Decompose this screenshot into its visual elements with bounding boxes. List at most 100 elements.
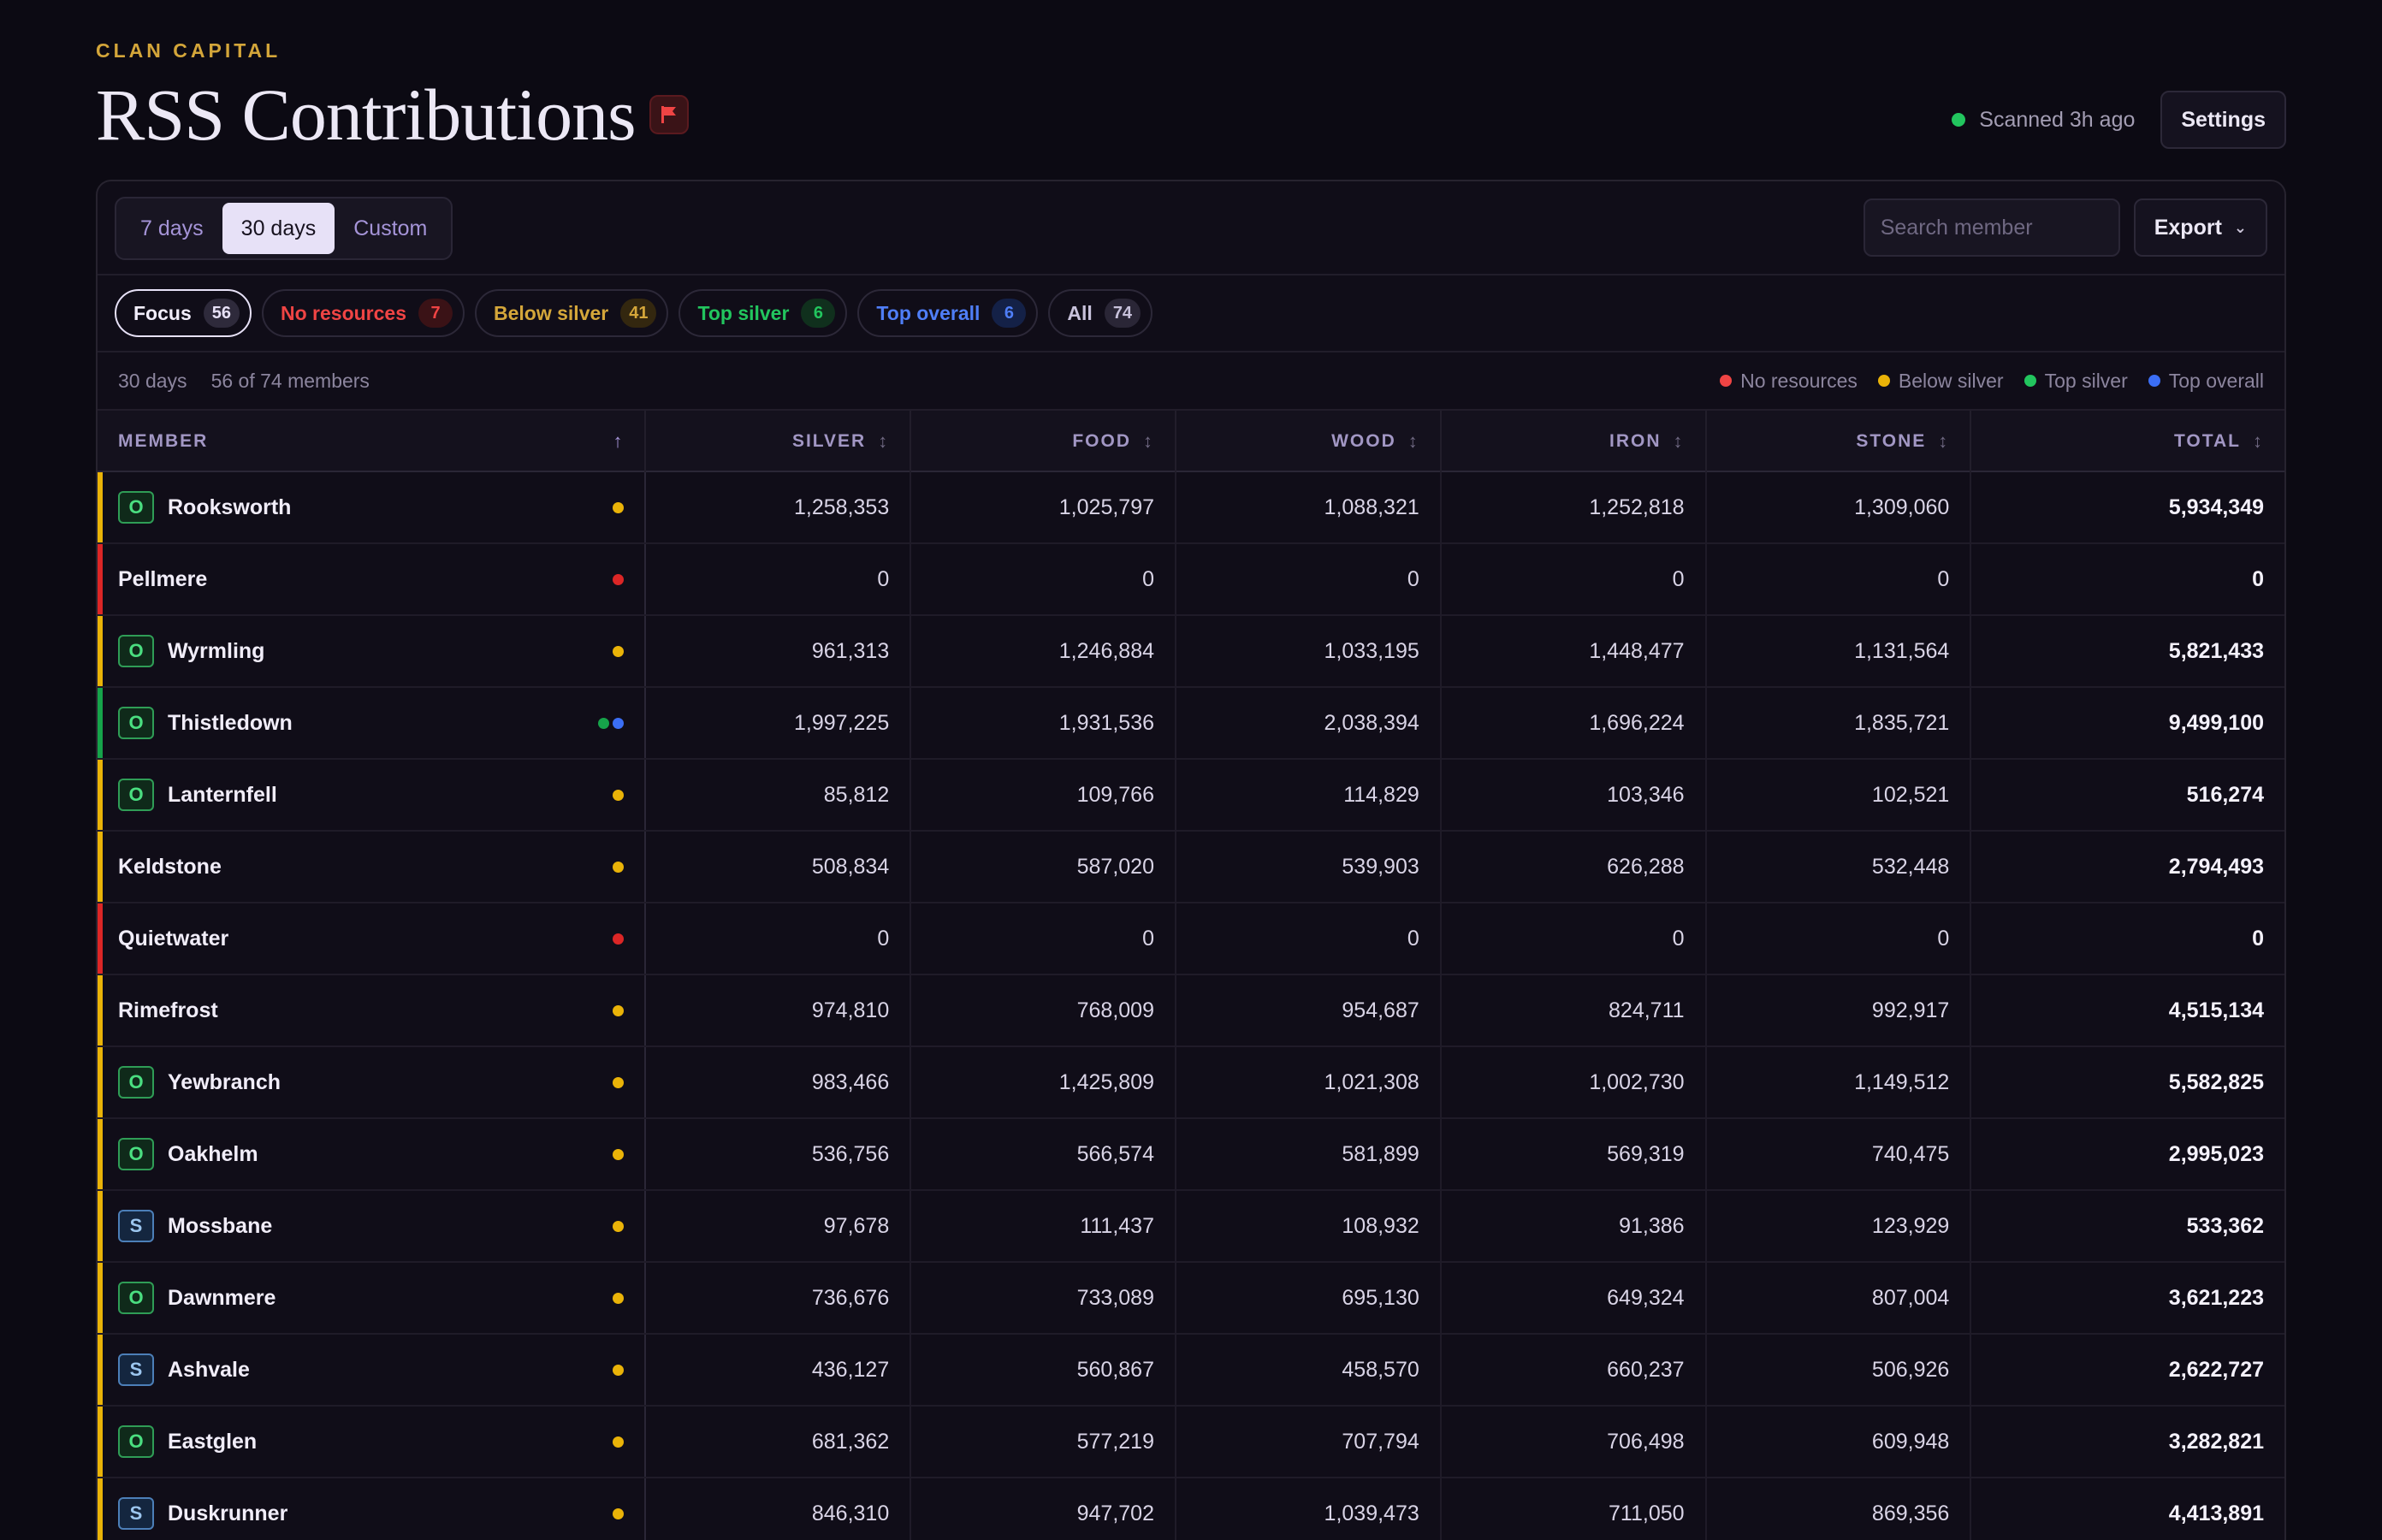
iron-cell: 103,346	[1442, 760, 1707, 830]
scan-status-text: Scanned 3h ago	[1979, 107, 2136, 132]
col-header-label: FOOD	[1072, 431, 1131, 451]
table-row[interactable]: O Wyrmling 961,313 1,246,884 1,033,195 1,448,…	[98, 616, 2284, 688]
filter-chip-below[interactable]: Below silver 41	[475, 289, 669, 337]
table-row[interactable]: O Thistledown 1,997,225 1,931,536 2,038,394 1…	[98, 688, 2284, 760]
member-cell: Keldstone	[98, 832, 647, 902]
member-name[interactable]: Wyrmling	[168, 638, 265, 663]
silver-cell: 508,834	[646, 832, 912, 902]
food-cell: 560,867	[911, 1335, 1176, 1405]
member-name[interactable]: Ashvale	[168, 1357, 250, 1382]
member-name[interactable]: Eastglen	[168, 1429, 258, 1454]
col-header-wood[interactable]: WOOD ↕	[1176, 411, 1442, 472]
member-name[interactable]: Rooksworth	[168, 495, 292, 519]
status-dots	[609, 861, 625, 873]
table-row[interactable]: O Lanternfell 85,812 109,766 114,829 103,346 1…	[98, 760, 2284, 832]
col-header-stone[interactable]: STONE ↕	[1707, 411, 1972, 472]
role-badge: O	[118, 707, 154, 739]
table-row[interactable]: Rimefrost 974,810 768,009 954,687 824,711 992…	[98, 975, 2284, 1047]
wood-cell: 0	[1176, 544, 1442, 614]
status-dots	[609, 573, 625, 585]
table-row[interactable]: O Dawnmere 736,676 733,089 695,130 649,324 807…	[98, 1263, 2284, 1335]
role-badge: O	[118, 491, 154, 524]
legend-item: Below silver	[1877, 370, 2004, 393]
table-row[interactable]: Keldstone 508,834 587,020 539,903 626,288 532…	[98, 832, 2284, 903]
member-cell: O Lanternfell	[98, 760, 647, 830]
contributions-table: MEMBER ↑ SILVER ↕ FOOD ↕ WOOD ↕ IRON ↕ S…	[98, 411, 2284, 1540]
col-header-member[interactable]: MEMBER ↑	[98, 411, 647, 472]
status-dot	[613, 717, 625, 729]
filter-chip-nores[interactable]: No resources 7	[261, 289, 465, 337]
flag-icon	[661, 106, 676, 123]
iron-cell: 0	[1442, 544, 1707, 614]
filter-chip-label: Top silver	[697, 301, 790, 324]
stone-cell: 992,917	[1707, 975, 1972, 1045]
filter-chip-label: All	[1067, 301, 1093, 324]
filter-chip-count: 74	[1104, 299, 1141, 328]
wood-cell: 114,829	[1176, 760, 1442, 830]
silver-cell: 85,812	[646, 760, 912, 830]
filter-chip-focus[interactable]: Focus 56	[115, 289, 252, 337]
flag-button[interactable]	[649, 95, 689, 134]
filter-chip-count: 7	[418, 299, 453, 328]
settings-button[interactable]: Settings	[2160, 91, 2286, 149]
col-header-iron[interactable]: IRON ↕	[1442, 411, 1707, 472]
member-name[interactable]: Pellmere	[118, 566, 208, 591]
member-name[interactable]: Mossbane	[168, 1213, 273, 1238]
filter-chip-topall[interactable]: Top overall 6	[857, 289, 1039, 337]
member-name[interactable]: Lanternfell	[168, 782, 277, 807]
member-name[interactable]: Thistledown	[168, 710, 293, 735]
range-custom[interactable]: Custom	[353, 216, 428, 240]
table-row[interactable]: Pellmere 0 0 0 0 0 0	[98, 544, 2284, 616]
wood-cell: 1,088,321	[1176, 472, 1442, 542]
silver-cell: 961,313	[646, 616, 912, 686]
chevron-down-icon: ⌄	[2233, 218, 2247, 236]
silver-cell: 983,466	[646, 1047, 912, 1117]
member-cell: S Ashvale	[98, 1335, 647, 1405]
col-header-total[interactable]: TOTAL ↕	[1971, 411, 2284, 472]
member-name[interactable]: Keldstone	[118, 854, 222, 879]
header-actions: Scanned 3h ago Settings	[1952, 91, 2286, 149]
table-row[interactable]: S Duskrunner 846,310 947,702 1,039,473 711,05…	[98, 1478, 2284, 1540]
export-button[interactable]: Export ⌄	[2133, 198, 2267, 257]
table-row[interactable]: O Rooksworth 1,258,353 1,025,797 1,088,321 1,…	[98, 472, 2284, 544]
silver-cell: 736,676	[646, 1263, 912, 1333]
table-row[interactable]: O Yewbranch 983,466 1,425,809 1,021,308 1,002…	[98, 1047, 2284, 1119]
member-name[interactable]: Dawnmere	[168, 1285, 276, 1310]
filter-chip-topsil[interactable]: Top silver 6	[678, 289, 848, 337]
table-row[interactable]: Quietwater 0 0 0 0 0 0	[98, 903, 2284, 975]
search-member-input[interactable]	[1863, 198, 2120, 257]
member-name[interactable]: Quietwater	[118, 926, 229, 951]
status-dot	[613, 1148, 625, 1160]
iron-cell: 706,498	[1442, 1407, 1707, 1477]
member-name[interactable]: Duskrunner	[168, 1501, 288, 1525]
member-cell: O Thistledown	[98, 688, 647, 758]
stone-cell: 123,929	[1707, 1191, 1972, 1261]
range-7-days[interactable]: 7 days	[140, 216, 204, 240]
table-row[interactable]: S Ashvale 436,127 560,867 458,570 660,237 506,…	[98, 1335, 2284, 1407]
iron-cell: 824,711	[1442, 975, 1707, 1045]
status-dot	[613, 861, 625, 873]
total-cell: 5,821,433	[2168, 638, 2265, 663]
food-cell: 768,009	[911, 975, 1176, 1045]
table-row[interactable]: O Oakhelm 536,756 566,574 581,899 569,319 740,…	[98, 1119, 2284, 1191]
member-name[interactable]: Rimefrost	[118, 998, 218, 1022]
wood-cell: 2,038,394	[1176, 688, 1442, 758]
col-header-food[interactable]: FOOD ↕	[911, 411, 1176, 472]
table-row[interactable]: O Eastglen 681,362 577,219 707,794 706,498 609…	[98, 1407, 2284, 1478]
food-cell: 577,219	[911, 1407, 1176, 1477]
member-name[interactable]: Oakhelm	[168, 1141, 258, 1166]
col-header-silver[interactable]: SILVER ↕	[646, 411, 912, 472]
iron-cell: 1,252,818	[1442, 472, 1707, 542]
iron-cell: 0	[1442, 903, 1707, 974]
range-30-days[interactable]: 30 days	[222, 203, 335, 254]
legend-label: Top overall	[2168, 369, 2264, 392]
role-badge: S	[118, 1353, 154, 1386]
col-header-label: TOTAL	[2173, 431, 2242, 451]
table-row[interactable]: S Mossbane 97,678 111,437 108,932 91,386 123,9…	[98, 1191, 2284, 1263]
sort-icon: ↕	[878, 430, 890, 452]
stone-cell: 532,448	[1707, 832, 1972, 902]
member-name[interactable]: Yewbranch	[168, 1069, 281, 1094]
filter-chip-all[interactable]: All 74	[1048, 289, 1153, 337]
stone-cell: 0	[1707, 903, 1972, 974]
col-header-label: MEMBER	[118, 431, 209, 451]
